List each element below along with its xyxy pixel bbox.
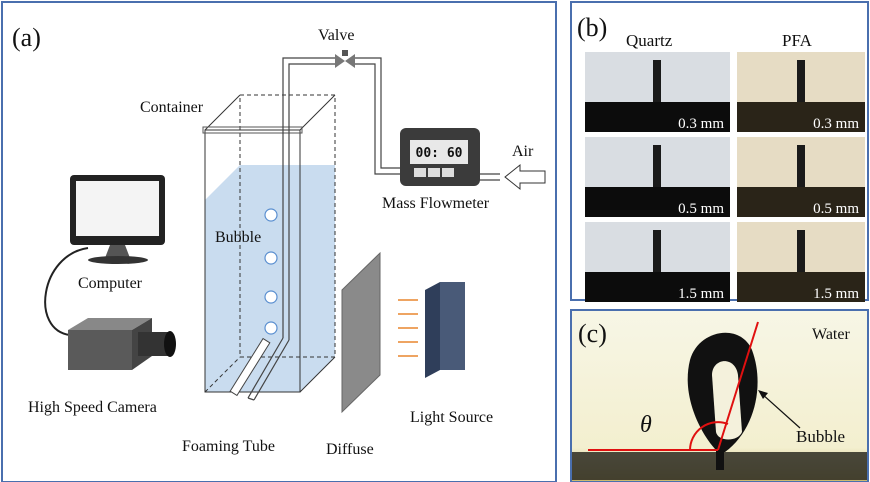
angle-symbol: θ [640,412,652,438]
droplet [797,60,805,102]
size-label: 0.3 mm [678,116,724,132]
figure: (a) 00: 60 Air Valve Container Mass Flow… [0,0,870,482]
droplet [653,145,661,187]
droplet [797,145,805,187]
label: Diffuse [326,441,374,458]
label: Computer [78,275,143,292]
column-header: Quartz [626,31,673,50]
label: Foaming Tube [182,438,275,455]
label: Container [140,99,204,116]
size-label: 1.5 mm [678,286,724,302]
droplet [653,230,661,272]
photo-grid: 0.3 mm 0.3 mm 0.5 mm 0.5 mm 1.5 mm 1.5 mm [585,52,865,302]
monitor-screen [76,181,159,236]
camera [68,330,132,370]
valve-knob [342,50,348,56]
size-label: 1.5 mm [813,286,859,302]
size-label: 0.5 mm [813,201,859,217]
label: Water [812,326,850,343]
label: High Speed Camera [28,399,157,416]
label: Mass Flowmeter [382,195,490,212]
camera-lens [164,331,176,357]
size-label: 0.5 mm [678,201,724,217]
size-label: 0.3 mm [813,116,859,132]
column-header: PFA [782,31,813,50]
label: Light Source [410,409,493,426]
flowmeter-buttons [414,168,454,177]
water [205,165,335,392]
label: Bubble [796,427,845,446]
label: Bubble [215,229,261,246]
panel-label: (b) [577,13,607,42]
label: Air [512,143,534,160]
panel-label: (c) [578,319,607,348]
panel-label: (a) [12,23,41,52]
monitor-base [88,256,148,264]
droplet [797,230,805,272]
droplet [653,60,661,102]
light-source [425,282,440,378]
light-source [440,282,465,370]
label: Valve [318,27,354,44]
display-text: 00: 60 [416,146,463,161]
needle [716,450,724,470]
camera-lens [138,332,168,356]
bubble-highlight [712,361,742,439]
